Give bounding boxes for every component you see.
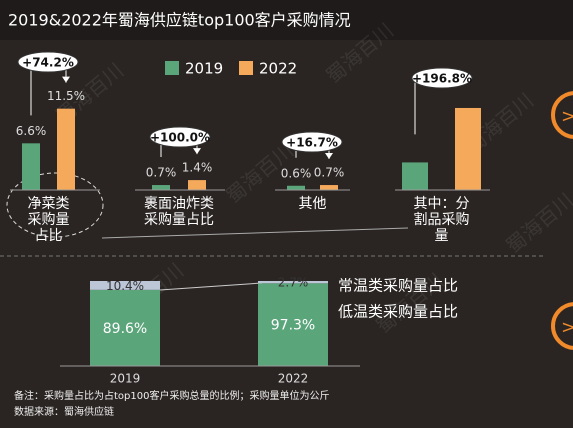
value-label: 97.3% [271,318,315,334]
category-label: 净菜类采购量占比 [27,196,70,244]
title: 2019&2022年蜀海供应链top100客户采购情况 [8,11,351,30]
nav-arrow[interactable]: > [561,317,573,338]
growth-label: +74.2% [22,56,74,70]
header [0,0,573,40]
bar [287,185,305,190]
legend-label: 2022 [259,60,297,78]
arrow-head [62,76,70,83]
bar [188,180,206,190]
bar-segment [258,281,328,284]
growth-label: +196.8% [412,72,472,86]
connector [159,282,263,291]
bar [402,162,428,190]
value-label: 0.6% [281,166,312,180]
bar [320,185,338,190]
arrow-head [193,148,201,155]
arrow-head [325,153,333,160]
bar [57,108,75,190]
note: 备注：采购量占比为占top100客户采购总量的比例；采购量单位为公斤 [14,389,329,402]
bar-segment [90,281,160,290]
nav-arrow[interactable]: > [561,106,573,127]
legend-swatch [239,61,253,75]
growth-label: +16.7% [286,136,338,150]
badge [17,51,79,73]
value-label: 11.5% [47,89,85,103]
connector [101,227,409,239]
x-tick-label: 2022 [278,372,309,386]
value-label: 1.4% [182,161,213,175]
value-label: 0.7% [314,166,345,180]
legend-label: 常温类采购量占比 [338,277,458,295]
legend-label: 低温类采购量占比 [338,303,458,321]
value-label: 2.7% [278,276,309,290]
highlight [6,172,104,238]
bar-segment [90,289,160,366]
value-label: 6.6% [16,124,47,138]
nav-circle[interactable] [551,302,573,350]
bar [22,143,40,190]
legend-label: 2019 [185,60,223,78]
bar [455,107,481,190]
watermark: 蜀海百川 [501,188,573,258]
category-label: 其他 [298,196,327,212]
note: 数据来源：蜀海供应链 [14,405,114,418]
growth-label: +100.0% [150,131,210,145]
category-label: 裹面油炸类采购量占比 [144,196,214,228]
bar [152,185,170,190]
value-label: 0.7% [146,166,177,180]
value-label: 89.6% [103,321,147,337]
badge [411,67,473,89]
x-tick-label: 2019 [110,372,141,386]
badge [281,131,343,153]
value-label: 10.4% [106,279,144,293]
badge [149,126,211,148]
bar-segment [258,283,328,366]
legend-swatch [165,61,179,75]
nav-circle[interactable] [551,91,573,139]
category-label: 其中：分割品采购量 [413,196,470,244]
